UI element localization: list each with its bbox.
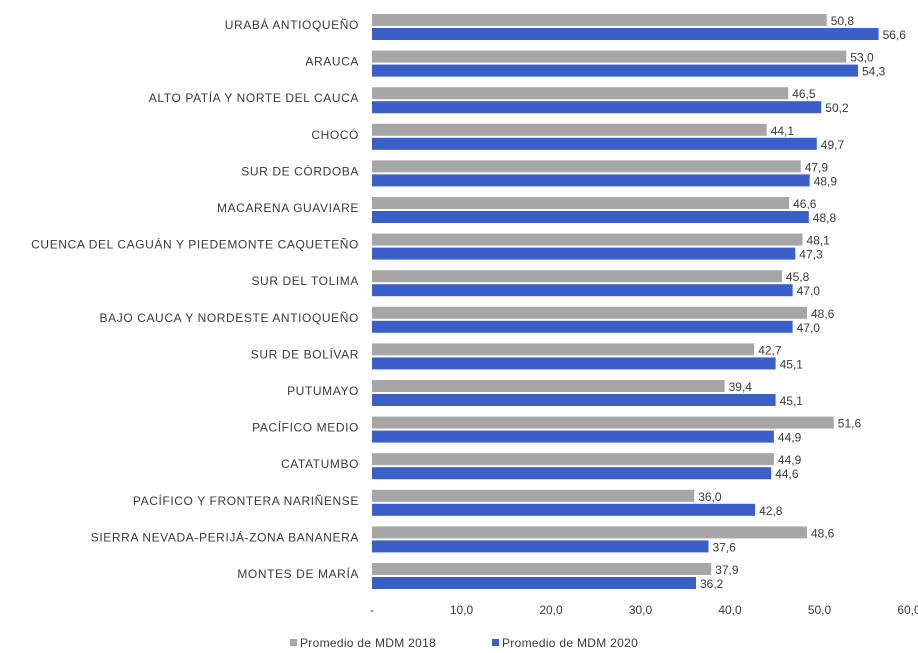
- bar-2018: [372, 416, 834, 429]
- category-label: ALTO PATÍA Y NORTE DEL CAUCA: [149, 90, 359, 105]
- data-label-2018: 50,8: [831, 14, 855, 28]
- category-label: CHOCÓ: [311, 127, 359, 142]
- bar-2020: [372, 357, 776, 370]
- bar-2020: [372, 540, 709, 553]
- bar-2018: [372, 123, 767, 136]
- legend-label-2020: Promedio de MDM 2020: [502, 636, 638, 650]
- category-label: SUR DE BOLÍVAR: [251, 346, 359, 361]
- category-label: SUR DEL TOLIMA: [251, 274, 359, 288]
- bar-2018: [372, 14, 827, 26]
- legend-label-2018: Promedio de MDM 2018: [300, 636, 436, 650]
- x-tick-label: -: [370, 603, 374, 617]
- x-tick-label: 60,0: [897, 603, 918, 617]
- data-label-2020: 56,6: [883, 28, 907, 42]
- x-tick-label: 40,0: [718, 603, 742, 617]
- category-label: PUTUMAYO: [287, 384, 359, 398]
- category-label: CATATUMBO: [281, 457, 359, 471]
- data-label-2018: 42,7: [758, 343, 782, 357]
- data-label-2018: 39,4: [729, 380, 753, 394]
- category-label: MONTES DE MARÍA: [237, 566, 359, 581]
- bar-2018: [372, 380, 725, 392]
- data-label-2018: 48,6: [811, 526, 835, 540]
- data-label-2020: 47,0: [797, 284, 821, 298]
- bar-2018: [372, 306, 807, 319]
- data-label-2020: 49,7: [821, 138, 845, 152]
- bar-2020: [372, 101, 822, 114]
- data-label-2018: 48,6: [811, 307, 835, 321]
- x-tick-label: 20,0: [539, 603, 563, 617]
- data-label-2018: 44,9: [778, 453, 802, 467]
- bar-2020: [372, 394, 776, 406]
- bar-2018: [372, 563, 712, 575]
- category-label: URABÁ ANTIOQUEÑO: [225, 17, 359, 32]
- category-labels: URABÁ ANTIOQUEÑO ARAUCA ALTO PATÍA Y NORTE…: [31, 17, 359, 581]
- bar-2018: [372, 270, 782, 283]
- bar-2018: [372, 526, 807, 539]
- x-tick-label: 30,0: [629, 603, 653, 617]
- bar-2020: [372, 211, 809, 223]
- data-label-2018: 36,0: [698, 490, 722, 504]
- category-label: ARAUCA: [305, 55, 359, 69]
- data-label-2020: 45,1: [780, 357, 804, 371]
- data-label-2018: 45,8: [786, 270, 810, 284]
- bar-2018: [372, 160, 801, 173]
- data-label-2020: 37,6: [713, 540, 737, 554]
- data-label-2020: 48,9: [814, 174, 838, 188]
- legend: Promedio de MDM 2018 Promedio de MDM 2020: [290, 636, 638, 650]
- category-label: PACÍFICO MEDIO: [252, 420, 359, 435]
- data-label-2018: 46,5: [792, 87, 816, 101]
- legend-swatch-2018: [290, 639, 297, 646]
- bar-2020: [372, 174, 810, 187]
- category-label: SIERRA NEVADA-PERIJÁ-ZONA BANANERA: [91, 529, 359, 544]
- bar-2020: [372, 467, 772, 480]
- bar-2018: [372, 343, 755, 356]
- category-label: BAJO CAUCA Y NORDESTE ANTIOQUEÑO: [100, 311, 359, 325]
- data-label-2018: 47,9: [805, 160, 829, 174]
- bar-2018: [372, 453, 774, 466]
- bar-2018: [372, 197, 790, 209]
- x-axis: - 10,0 20,0 30,0 40,0 50,0 60,0: [370, 603, 918, 617]
- bar-2020: [372, 577, 696, 589]
- category-label: SUR DE CÓRDOBA: [241, 163, 359, 178]
- data-label-2020: 44,9: [778, 431, 802, 445]
- data-label-2018: 48,1: [807, 234, 831, 248]
- bar-2020: [372, 430, 774, 443]
- data-label-2020: 47,0: [797, 321, 821, 335]
- bars-group: [372, 14, 879, 589]
- data-label-2018: 44,1: [771, 124, 795, 138]
- category-label: CUENCA DEL CAGUÁN Y PIEDEMONTE CAQUETEÑO: [31, 237, 359, 252]
- bar-2018: [372, 50, 847, 63]
- data-label-2020: 47,3: [799, 248, 823, 262]
- bar-2018: [372, 87, 789, 100]
- bar-2018: [372, 233, 803, 246]
- legend-swatch-2020: [492, 639, 499, 646]
- data-label-2020: 36,2: [700, 577, 724, 591]
- data-label-2018: 53,0: [850, 51, 874, 65]
- data-label-2020: 54,3: [862, 65, 886, 79]
- bar-2020: [372, 28, 879, 40]
- data-label-2020: 44,6: [775, 467, 799, 481]
- data-label-2018: 51,6: [838, 417, 862, 431]
- data-label-2020: 42,8: [759, 504, 783, 518]
- bar-2020: [372, 247, 796, 260]
- data-label-2020: 50,2: [825, 101, 849, 115]
- value-labels: 50,8 56,6 53,054,3 46,5 50,2 44,1 49,7 47,948,9…: [698, 14, 906, 591]
- bar-2018: [372, 489, 695, 502]
- category-label: MACARENA GUAVIARE: [217, 201, 359, 215]
- bar-2020: [372, 284, 793, 297]
- data-label-2018: 46,6: [793, 197, 817, 211]
- data-label-2020: 48,8: [813, 211, 837, 225]
- bar-2020: [372, 503, 756, 516]
- bar-2020: [372, 64, 858, 77]
- x-tick-label: 10,0: [450, 603, 474, 617]
- x-tick-label: 50,0: [808, 603, 832, 617]
- bar-2020: [372, 320, 793, 333]
- category-label: PACÍFICO Y FRONTERA NARIÑENSE: [133, 493, 359, 508]
- bar-2020: [372, 137, 817, 150]
- data-label-2018: 37,9: [715, 563, 739, 577]
- data-label-2020: 45,1: [780, 394, 804, 408]
